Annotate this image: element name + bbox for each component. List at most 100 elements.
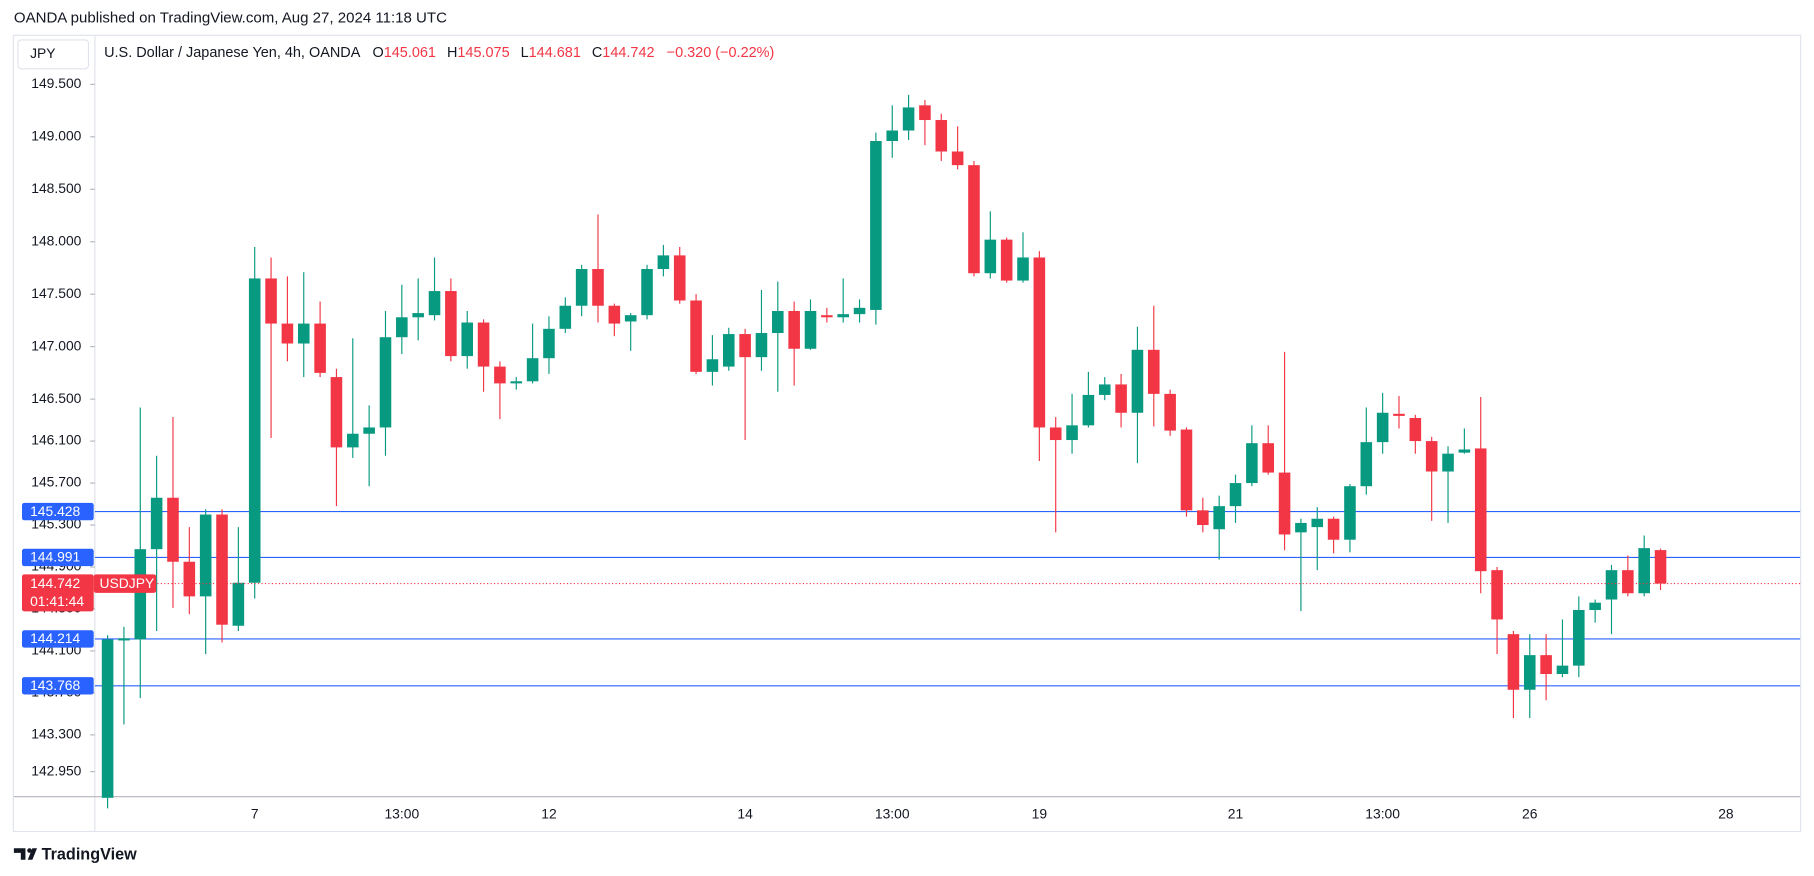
brand-name: TradingView (42, 845, 137, 863)
legend-open: 145.061 (384, 45, 436, 61)
legend-prefix: H (447, 45, 457, 61)
candle-body (722, 334, 735, 367)
countdown-label: 01:41:44 (30, 593, 84, 609)
candle-body (101, 639, 114, 798)
candle-body (330, 377, 343, 448)
candle-body (1327, 518, 1340, 540)
y-tick-label: 143.300 (31, 726, 81, 742)
legend-title: U.S. Dollar / Japanese Yen, 4h, OANDA (104, 45, 361, 61)
level-badge (21, 677, 94, 695)
candle-body (1622, 570, 1634, 594)
candle-body (837, 314, 849, 318)
candle-body (821, 315, 833, 318)
candle-body (1098, 384, 1111, 395)
candle-body (804, 310, 817, 349)
candle-body (412, 313, 424, 318)
candle-body (1278, 472, 1291, 535)
candle-body (641, 269, 653, 316)
brand-logo (13, 848, 38, 860)
level-badge-label: 145.428 (30, 503, 80, 519)
candle-body (526, 358, 539, 382)
legend-change: −0.320 (−0.22%) (667, 45, 775, 61)
y-tick-label: 142.950 (31, 762, 81, 778)
price-badges: 145.428 144.991 144.214 143.768 144.742 01:41… (21, 502, 157, 695)
candle-body (608, 305, 621, 324)
candle-body (1197, 510, 1209, 526)
candle-body (788, 310, 800, 349)
candle-body (706, 359, 719, 372)
candle-body (886, 130, 899, 142)
y-tick-label: 149.500 (31, 75, 81, 91)
legend-prefix: L (521, 45, 529, 61)
candle-body (935, 120, 948, 152)
candle-body (1033, 257, 1046, 428)
candle-body (461, 322, 474, 357)
legend: U.S. Dollar / Japanese Yen, 4h, OANDA O1… (104, 45, 774, 61)
candle-body (314, 323, 326, 373)
legend-close: 144.742 (602, 45, 654, 61)
candle-body (853, 307, 866, 315)
currency-box[interactable] (17, 39, 90, 70)
candle-body (150, 497, 163, 550)
candle-body (1393, 413, 1405, 416)
candle-body (772, 310, 784, 334)
plot-area: 7 13:00 12 14 13:00 19 21 13:00 26 28 (94, 94, 1801, 821)
x-tick-label: 26 (1522, 805, 1538, 821)
x-tick-label: 13:00 (875, 805, 910, 821)
candle-body (1148, 349, 1160, 394)
candle-body (755, 333, 768, 358)
symbol-label: USDJPY (99, 575, 154, 591)
candle-body (167, 497, 179, 562)
level-badge-label: 144.991 (30, 549, 80, 565)
candle-body (428, 291, 441, 316)
y-tick-label: 147.500 (31, 285, 81, 301)
x-tick-label: 13:00 (1365, 805, 1400, 821)
candle-body (199, 514, 212, 597)
candle-body (1115, 384, 1127, 413)
x-tick-label: 19 (1032, 805, 1048, 821)
last-price-label: 144.742 (30, 575, 80, 591)
candle-body (1573, 610, 1585, 666)
level-badge (21, 548, 94, 567)
y-tick-label: 148.500 (31, 180, 81, 196)
candle-body (510, 381, 523, 384)
x-tick-label: 14 (737, 805, 753, 821)
candle-body (1556, 665, 1569, 675)
candle-body (592, 269, 604, 306)
candle-body (396, 317, 408, 338)
candle-body (1638, 548, 1650, 594)
candle-body (1474, 448, 1487, 572)
candle-body (559, 305, 572, 329)
candle-body (919, 105, 931, 121)
candle-body (1605, 570, 1618, 600)
candle-body (216, 514, 228, 625)
candle-body (1458, 449, 1471, 453)
candle-body (870, 141, 882, 310)
candle-body (1654, 550, 1667, 584)
header: OANDA published on TradingView.com, Aug … (14, 9, 447, 26)
candle-body (673, 255, 686, 301)
candle-body (494, 366, 506, 384)
candle-body (1229, 483, 1242, 507)
candle-body (690, 300, 702, 372)
level-badge (21, 502, 94, 521)
chart-frame (12, 34, 1802, 833)
candle-body (1589, 602, 1601, 611)
candle-body (1442, 453, 1454, 472)
legend-prefix: O (372, 45, 383, 61)
candle-body (1082, 394, 1095, 426)
candle-body (232, 582, 245, 626)
candle-body (968, 165, 980, 274)
y-tick-label: 146.500 (31, 390, 81, 406)
y-tick-label: 145.700 (31, 474, 81, 490)
candle-body (575, 269, 588, 306)
level-badge-label: 144.214 (30, 630, 80, 646)
level-badge (21, 630, 94, 648)
candle-body (1164, 393, 1176, 431)
y-tick-label: 146.100 (31, 432, 81, 448)
x-tick-label: 13:00 (384, 805, 419, 821)
candle-body (624, 315, 637, 322)
candle-body (984, 239, 997, 274)
candle-body (1049, 427, 1062, 441)
